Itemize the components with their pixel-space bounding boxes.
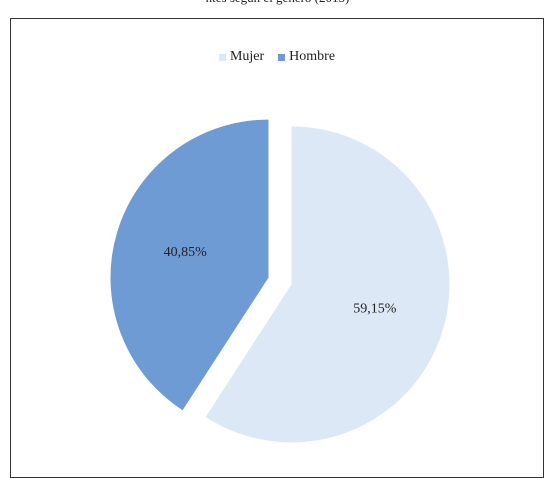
legend-swatch-hombre [278, 53, 286, 61]
legend-swatch-mujer [218, 53, 226, 61]
data-label-mujer: 59,15% [353, 301, 397, 316]
pie-slice-hombre [110, 119, 269, 411]
header-fragment: ntes según el género (2015) [0, 0, 555, 10]
data-label-hombre: 40,85% [164, 245, 208, 260]
legend-item-hombre: Hombre [278, 49, 335, 65]
legend-label-hombre: Hombre [289, 49, 336, 64]
pie-slice-mujer [205, 126, 450, 443]
legend-item-mujer: Mujer [218, 49, 265, 65]
chart-legend: Mujer Hombre [11, 49, 543, 65]
legend-label-mujer: Mujer [229, 49, 265, 64]
